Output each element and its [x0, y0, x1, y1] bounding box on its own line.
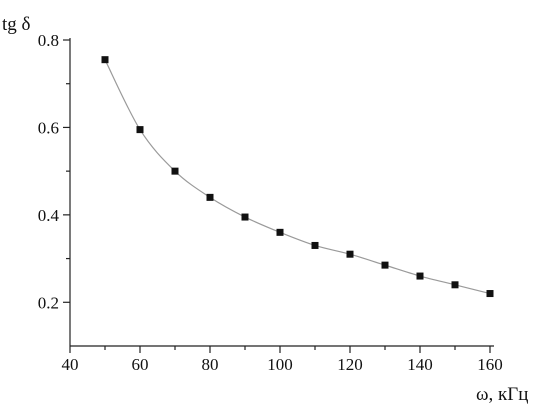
x-tick-label: 80: [202, 355, 219, 374]
axes: [69, 38, 494, 347]
y-tick-label: 0.6: [38, 118, 59, 137]
x-tick-label: 140: [407, 355, 433, 374]
data-point: [241, 213, 249, 221]
x-tick-label: 100: [267, 355, 293, 374]
y-tick-label: 0.8: [38, 31, 59, 50]
data-point: [416, 272, 424, 280]
data-point: [486, 290, 494, 298]
y-axis-title: tg δ: [2, 14, 31, 35]
x-axis-title: ω, кГц: [476, 384, 528, 405]
data-point: [206, 193, 214, 201]
x-tick-label: 60: [132, 355, 149, 374]
data-points: [101, 56, 494, 298]
x-tick-label: 160: [477, 355, 503, 374]
tick-labels: 40 60 80 100 120 140 160 0.2 0.4 0.6 0.8: [38, 31, 503, 374]
data-point: [381, 261, 389, 269]
x-tick-label: 120: [337, 355, 363, 374]
fit-curve: [104, 59, 491, 295]
data-point: [346, 250, 354, 258]
data-point: [276, 228, 284, 236]
y-tick-label: 0.2: [38, 293, 59, 312]
y-tick-label: 0.4: [38, 206, 60, 225]
data-point: [311, 241, 319, 249]
data-point: [136, 126, 144, 134]
y-axis-title-text: tg δ: [2, 14, 31, 35]
data-point: [171, 167, 179, 175]
x-tick-label: 40: [62, 355, 79, 374]
data-point: [451, 281, 459, 289]
data-point: [101, 56, 109, 64]
ticks: [63, 39, 491, 353]
